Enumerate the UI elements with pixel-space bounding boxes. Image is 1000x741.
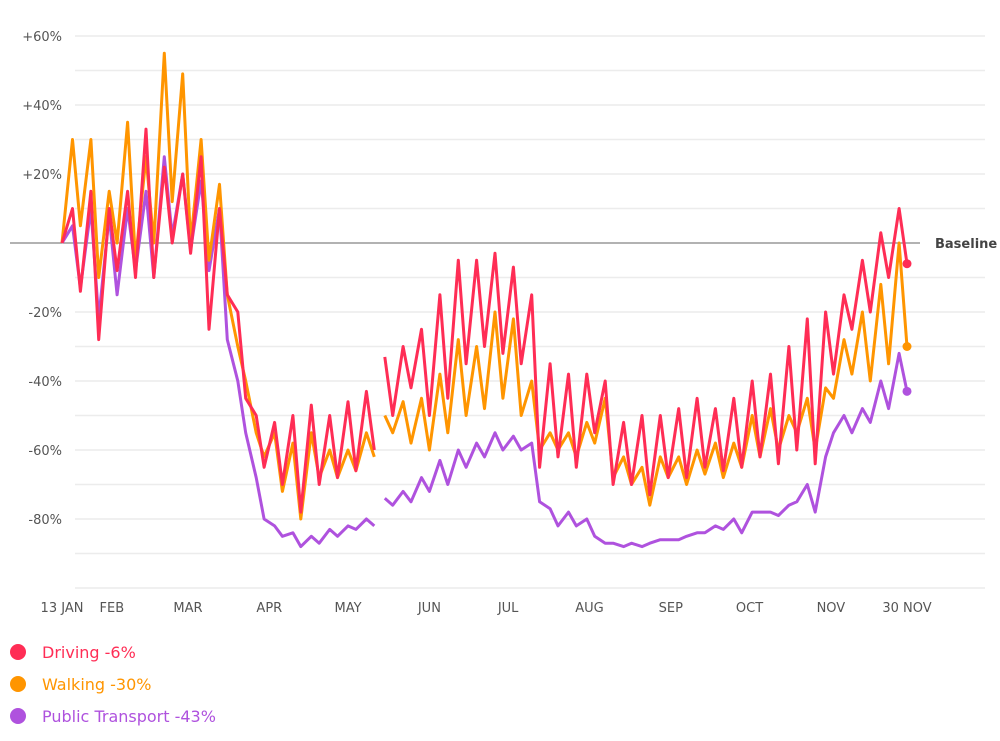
x-tick-label: MAR [173, 601, 202, 616]
x-tick-label: OCT [736, 601, 763, 616]
y-tick-label: -60% [28, 444, 62, 459]
legend-item-driving[interactable]: Driving -6% [10, 636, 216, 668]
x-axis-ticks: 13 JAN FEB MAR APR MAY JUN JUL AUG SEP OCT NOV 30 N… [41, 601, 932, 616]
x-tick-label: 13 JAN [41, 601, 84, 616]
legend-label-public-transport: Public Transport -43% [42, 706, 216, 726]
x-tick-label: JUL [497, 601, 519, 616]
legend-item-walking[interactable]: Walking -30% [10, 668, 216, 700]
baseline-label: Baseline [935, 237, 997, 252]
endpoint-public-transport [902, 386, 912, 396]
x-tick-label: NOV [817, 601, 846, 616]
y-tick-label: +20% [22, 168, 62, 183]
series-lines [60, 51, 912, 549]
x-tick-label: SEP [659, 601, 683, 616]
series-line-driving [60, 127, 909, 514]
legend-label-walking: Walking -30% [42, 674, 152, 694]
walking-dot-icon [10, 676, 26, 692]
y-axis-ticks: +60% +40% +20% -20% -40% -60% -80% [22, 30, 62, 528]
x-tick-label: FEB [100, 601, 125, 616]
x-tick-label: 30 NOV [882, 601, 931, 616]
gridlines [75, 35, 985, 589]
legend-label-driving: Driving -6% [42, 642, 136, 662]
x-tick-label: MAY [335, 601, 362, 616]
legend: Driving -6% Walking -30% Public Transpor… [10, 636, 216, 732]
y-tick-label: -20% [28, 306, 62, 321]
y-tick-label: -80% [28, 513, 62, 528]
public-transport-dot-icon [10, 708, 26, 724]
x-tick-label: AUG [575, 601, 603, 616]
legend-item-public-transport[interactable]: Public Transport -43% [10, 700, 216, 732]
y-tick-label: +40% [22, 99, 62, 114]
y-tick-label: +60% [22, 30, 62, 45]
y-tick-label: -40% [28, 375, 62, 390]
endpoint-driving [902, 259, 912, 269]
x-tick-label: APR [256, 601, 282, 616]
endpoint-walking [902, 342, 912, 351]
driving-dot-icon [10, 644, 26, 660]
x-tick-label: JUN [417, 601, 441, 616]
mobility-chart: +60% +40% +20% -20% -40% -60% -80% 13 JAN FEB MA… [10, 30, 997, 616]
